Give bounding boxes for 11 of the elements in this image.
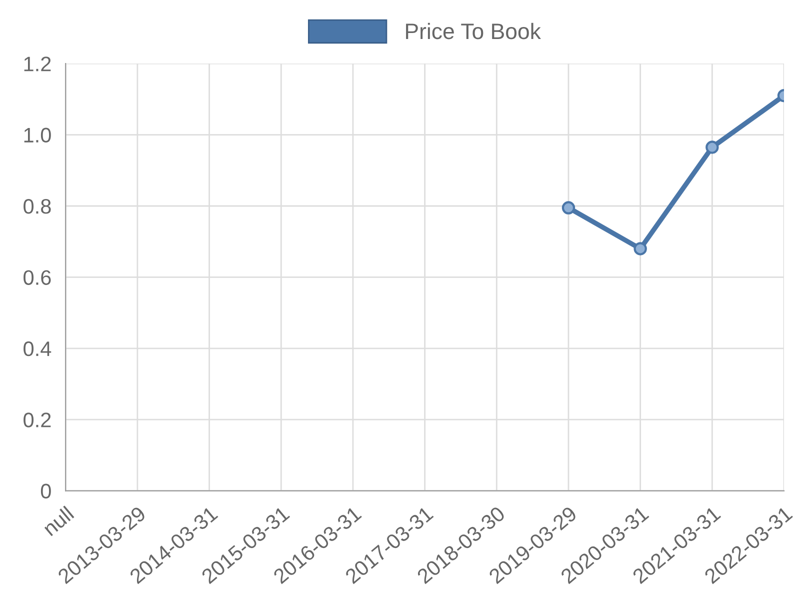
point bbox=[634, 242, 647, 256]
point bbox=[562, 201, 576, 214]
point bbox=[706, 140, 719, 154]
y-tick-label: 0.8 bbox=[24, 199, 51, 214]
y-tick-label: 0.6 bbox=[24, 270, 51, 285]
y-tick-label: 1.2 bbox=[24, 56, 51, 72]
y-tick-label: 0.4 bbox=[24, 341, 52, 356]
legend-label: Price To Book bbox=[406, 22, 541, 40]
y-tick-label: 1.0 bbox=[24, 128, 51, 143]
y-tick-label: 0 bbox=[40, 484, 51, 499]
y-tick-label: 0.2 bbox=[24, 412, 51, 428]
